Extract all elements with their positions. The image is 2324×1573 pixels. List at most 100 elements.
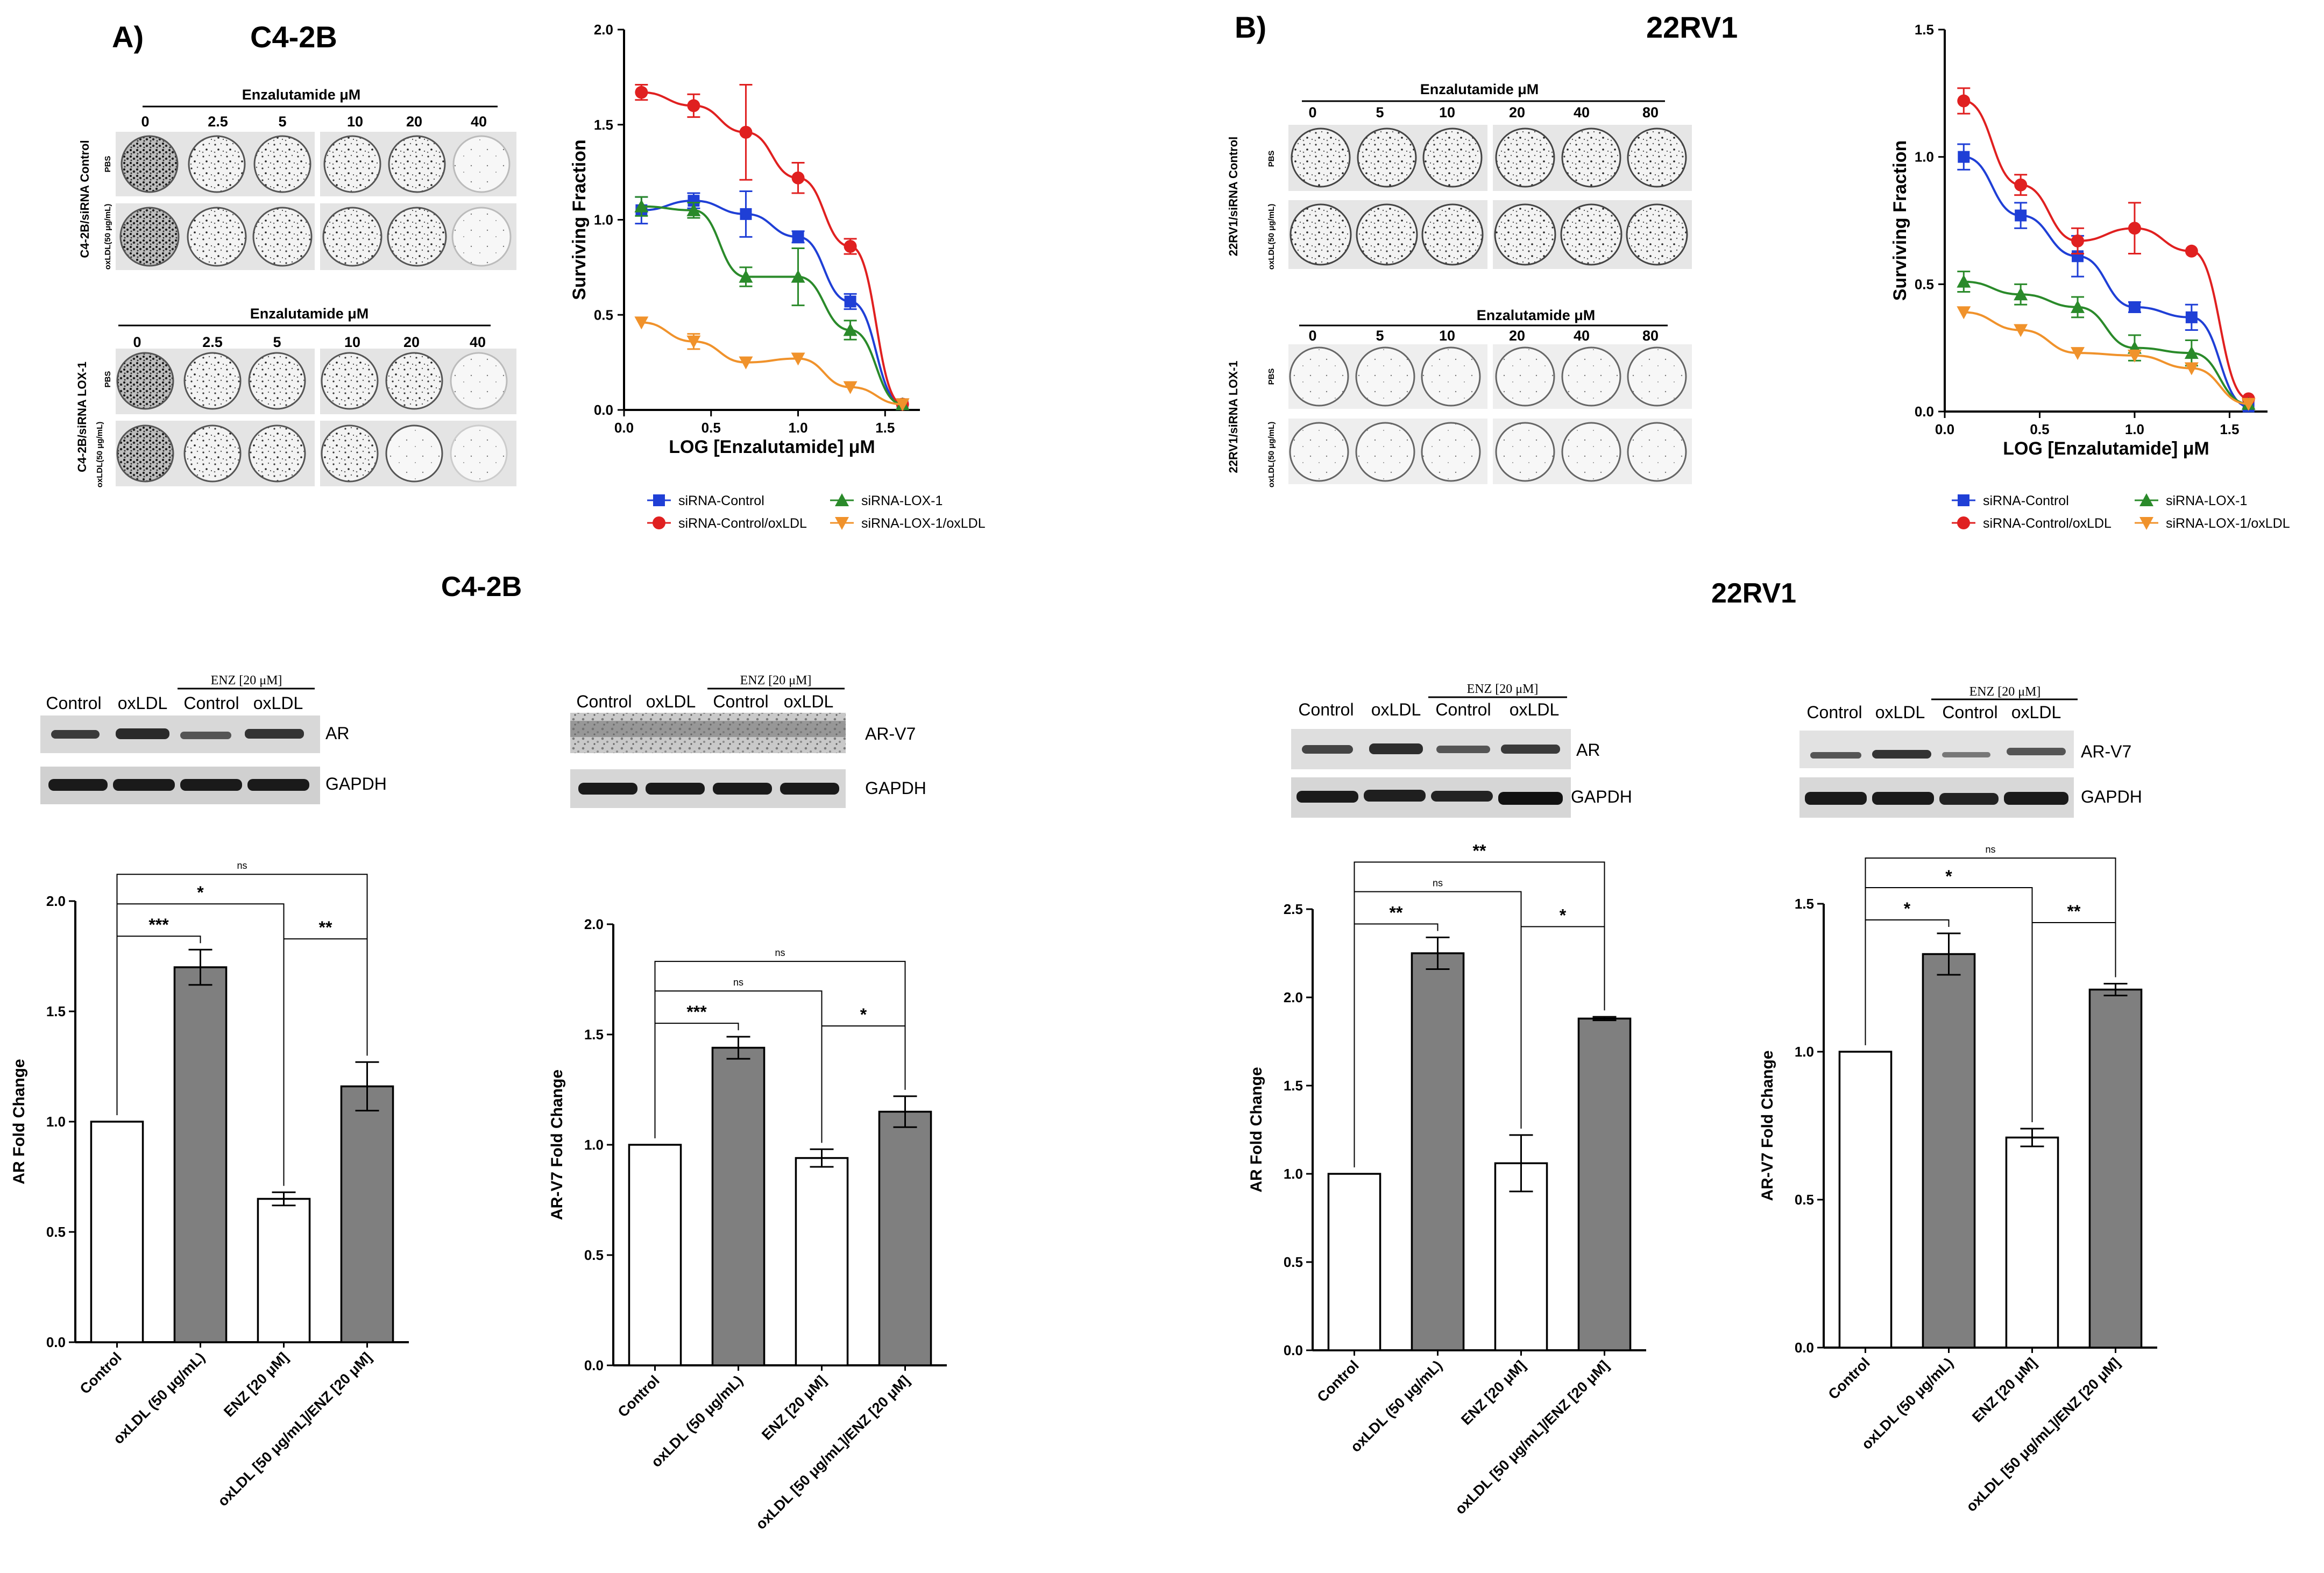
significance-bracket	[821, 1025, 906, 1143]
legend-label: siRNA-LOX-1/oxLDL	[861, 516, 986, 531]
x-tick-label: oxLDL (50 μg/mL)	[1859, 1355, 1957, 1452]
y-tick-label: 1.0	[46, 1114, 66, 1130]
data-point-triangle	[835, 517, 849, 530]
chart-legend: siRNA-Control siRNA-LOX-1 siRNA-Control/ox…	[1952, 493, 2290, 531]
chart-legend: siRNA-Control siRNA-LOX-1 siRNA-Control/ox…	[647, 493, 986, 531]
y-tick-label: 1.0	[594, 212, 613, 228]
bar	[340, 1085, 394, 1343]
blot-22rv1-ar: ENZ [20 μM] Control oxLDL Control oxLDL …	[1291, 682, 1632, 818]
significance-bracket	[116, 936, 201, 1115]
lane-label: Control	[1806, 703, 1862, 722]
section-title-22rv1: 22RV1	[1711, 578, 1796, 609]
significance-label: ns	[775, 947, 785, 958]
panel-b-cell-line: 22RV1	[1646, 10, 1738, 44]
significance-label: *	[1560, 905, 1567, 925]
x-axis-label: LOG [Enzalutamide] μM	[2003, 438, 2209, 459]
enz-label: ENZ [20 μM]	[1467, 682, 1539, 696]
dose-label: 20	[1509, 328, 1525, 344]
significance-label: ns	[237, 860, 247, 871]
data-point-square	[1958, 494, 1969, 506]
bar-chart-22rv1-ar: 0.00.51.01.52.02.5AR Fold ChangeControlo…	[1248, 841, 1646, 1518]
bar	[628, 1144, 682, 1366]
data-point-circle	[2014, 178, 2028, 192]
dose-label: 10	[1439, 104, 1455, 121]
bar	[1411, 952, 1465, 1351]
data-point-triangle	[1957, 274, 1971, 288]
data-point-triangle	[843, 381, 858, 394]
group-label: C4-2B/siRNA Control	[78, 140, 91, 258]
data-point-circle	[739, 125, 753, 139]
dose-label: 5	[278, 114, 286, 130]
significance-bracket	[1354, 923, 1439, 1167]
loading-label: GAPDH	[325, 774, 387, 793]
enz-label: ENZ [20 μM]	[1969, 685, 2041, 699]
dose-label: 0	[1308, 104, 1316, 121]
bar-chart-c42b-arv7: 0.00.51.01.52.0AR-V7 Fold ChangeControlo…	[548, 916, 947, 1533]
bar	[2005, 1136, 2059, 1349]
y-tick-label: 1.5	[584, 1026, 604, 1043]
significance-label: ***	[148, 915, 169, 934]
drug-header: Enzalutamide μM	[250, 306, 369, 322]
dose-label: 5	[273, 334, 281, 350]
data-point-square	[740, 208, 752, 220]
lane-label: Control	[576, 692, 632, 711]
dose-label: 20	[403, 334, 420, 350]
section-title-c42b: C4-2B	[441, 571, 522, 603]
colony-wells	[1289, 346, 1687, 482]
significance-label: **	[1473, 841, 1486, 860]
x-tick-label: oxLDL [50 μg/mL]/ENZ [20 μM]	[753, 1372, 913, 1533]
data-point-circle	[1957, 516, 1970, 529]
significance-bracket	[654, 961, 906, 1138]
bar	[257, 1198, 311, 1343]
data-point-circle	[791, 171, 805, 185]
western-blots: C4-2B 22RV1 ENZ [20 μM] Control oxLDL Co…	[40, 571, 2142, 818]
protein-label: AR	[325, 724, 349, 743]
protein-label: AR-V7	[865, 724, 916, 743]
significance-label: **	[319, 918, 332, 937]
enz-label: ENZ [20 μM]	[211, 674, 282, 688]
data-point-square	[688, 195, 700, 207]
protein-label: AR	[1576, 740, 1600, 760]
data-point-triangle	[686, 203, 701, 216]
bar	[878, 1110, 932, 1366]
y-tick-label: 0.0	[1915, 403, 1934, 420]
y-tick-label: 0.5	[1795, 1192, 1814, 1208]
y-tick-label: 0.0	[1284, 1342, 1303, 1358]
loading-label: GAPDH	[1571, 787, 1632, 806]
significance-bracket	[116, 874, 368, 1115]
dose-label: 40	[1574, 328, 1590, 344]
x-tick-label: Control	[1314, 1357, 1362, 1405]
drug-header: Enzalutamide μM	[1477, 307, 1596, 323]
y-tick-label: 0.5	[1915, 276, 1934, 292]
x-tick-label: 0.5	[702, 420, 721, 436]
data-point-triangle	[835, 493, 849, 506]
legend-label: siRNA-LOX-1	[2166, 493, 2247, 508]
x-axis-label: LOG [Enzalutamide] μM	[669, 437, 875, 457]
dose-label: 5	[1376, 104, 1384, 121]
panel-a-letter: A)	[112, 20, 144, 54]
y-tick-label: 1.0	[1284, 1166, 1303, 1182]
significance-label: **	[1390, 903, 1403, 922]
data-point-triangle	[2071, 300, 2085, 313]
blot-c42b-arv7: ENZ [20 μM] Control oxLDL Control oxLDL …	[570, 674, 926, 808]
x-tick-label: ENZ [20 μM]	[1458, 1357, 1529, 1428]
data-point-square	[1958, 151, 1970, 163]
blot-22rv1-arv7: ENZ [20 μM] Control oxLDL Control oxLDL …	[1799, 685, 2142, 818]
data-point-circle	[844, 239, 857, 253]
bar	[173, 966, 228, 1343]
x-tick-label: oxLDL [50 μg/mL]/ENZ [20 μM]	[1963, 1355, 2123, 1515]
data-point-triangle	[634, 316, 649, 330]
data-point-triangle	[686, 335, 701, 349]
fit-curve-siRNA-Control/oxLDL	[641, 91, 903, 406]
row-label: oxLDL(50 μg/mL)	[95, 422, 104, 488]
dose-label: 0	[141, 114, 149, 130]
x-tick-label: ENZ [20 μM]	[759, 1372, 830, 1443]
fit-curve-siRNA-Control	[1964, 155, 2249, 408]
data-point-triangle	[791, 270, 805, 283]
group-label: 22RV1/siRNA LOX-1	[1227, 360, 1240, 473]
lane-label: Control	[183, 693, 239, 713]
data-point-circle	[2071, 234, 2085, 247]
significance-label: *	[1945, 867, 1952, 886]
data-point-square	[792, 231, 804, 243]
